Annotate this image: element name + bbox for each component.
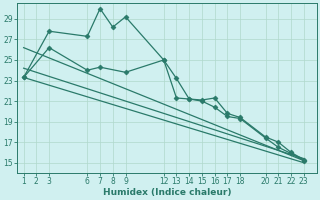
X-axis label: Humidex (Indice chaleur): Humidex (Indice chaleur) — [103, 188, 231, 197]
